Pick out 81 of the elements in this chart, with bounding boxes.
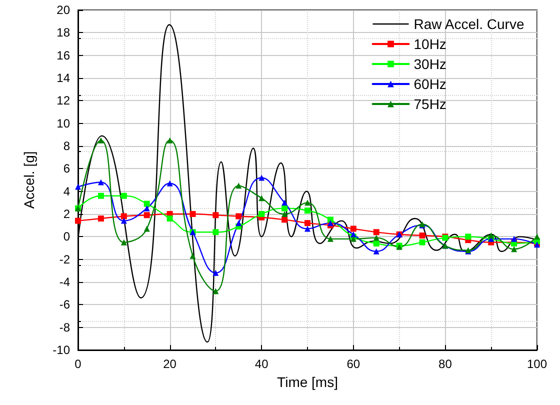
legend-label: Raw Accel. Curve bbox=[414, 16, 524, 32]
legend-label: 60Hz bbox=[414, 76, 446, 92]
point bbox=[465, 234, 472, 240]
point bbox=[190, 252, 196, 259]
point bbox=[75, 218, 81, 224]
y-tick-label: 12 bbox=[56, 94, 70, 108]
point bbox=[144, 212, 150, 218]
point bbox=[236, 213, 242, 220]
point bbox=[120, 192, 127, 199]
legend-label: 10Hz bbox=[414, 36, 446, 52]
point bbox=[144, 205, 150, 212]
point bbox=[350, 231, 356, 238]
point bbox=[98, 192, 104, 199]
y-tick-label: -2 bbox=[59, 252, 70, 266]
point bbox=[212, 229, 219, 236]
point bbox=[282, 205, 288, 212]
x-axis-title: Time [ms] bbox=[277, 374, 338, 390]
point bbox=[258, 174, 265, 181]
x-tick-label: 40 bbox=[254, 357, 269, 371]
y-axis-title: Accel. [g] bbox=[21, 151, 37, 209]
point bbox=[304, 226, 310, 232]
point bbox=[327, 216, 334, 223]
point bbox=[419, 232, 426, 239]
point bbox=[511, 236, 518, 242]
legend-label: 30Hz bbox=[414, 56, 446, 72]
point bbox=[236, 220, 242, 226]
point bbox=[212, 270, 219, 276]
point bbox=[373, 240, 380, 246]
y-tick-label: 14 bbox=[56, 71, 70, 85]
x-tick-label: 0 bbox=[74, 357, 82, 371]
point bbox=[327, 236, 334, 242]
point bbox=[304, 208, 310, 214]
point bbox=[144, 226, 150, 232]
x-tick-label: 20 bbox=[163, 357, 177, 371]
point bbox=[236, 182, 242, 189]
y-tick-label: 18 bbox=[56, 26, 70, 40]
y-tick-label: -8 bbox=[59, 320, 70, 334]
y-tick-label: 16 bbox=[56, 48, 70, 62]
point bbox=[166, 180, 173, 186]
point bbox=[120, 218, 127, 224]
x-tick-label: 60 bbox=[346, 357, 360, 371]
y-tick-label: 20 bbox=[56, 3, 70, 17]
point bbox=[304, 200, 310, 206]
point bbox=[120, 239, 127, 246]
x-tick-label: 80 bbox=[438, 357, 452, 371]
point bbox=[282, 211, 288, 217]
point bbox=[488, 232, 494, 239]
point bbox=[98, 137, 104, 144]
point bbox=[350, 226, 356, 232]
point bbox=[282, 200, 288, 206]
y-tick-label: -6 bbox=[59, 298, 70, 312]
point bbox=[534, 234, 540, 240]
point bbox=[373, 229, 380, 236]
point bbox=[98, 216, 104, 222]
y-tick-label: 10 bbox=[56, 116, 70, 130]
point bbox=[258, 195, 265, 202]
point bbox=[190, 211, 196, 217]
point bbox=[304, 220, 310, 226]
point bbox=[258, 211, 265, 217]
y-tick-label: -4 bbox=[59, 275, 70, 289]
point bbox=[212, 288, 219, 294]
point bbox=[282, 216, 288, 223]
y-tick-label: -10 bbox=[52, 343, 70, 357]
point bbox=[511, 246, 518, 252]
point bbox=[144, 200, 150, 207]
y-tick-label: 0 bbox=[63, 230, 70, 244]
y-tick-label: 4 bbox=[63, 184, 70, 198]
legend-label: 75Hz bbox=[414, 96, 446, 112]
point bbox=[166, 216, 173, 222]
point bbox=[98, 179, 104, 186]
y-tick-label: 6 bbox=[63, 162, 70, 176]
point bbox=[373, 248, 380, 254]
y-tick-label: 2 bbox=[63, 207, 70, 221]
point bbox=[212, 212, 219, 218]
point bbox=[75, 184, 81, 190]
y-tick-label: 8 bbox=[63, 139, 70, 153]
point bbox=[419, 239, 426, 246]
point bbox=[373, 234, 380, 241]
point bbox=[120, 213, 127, 220]
x-tick-label: 100 bbox=[526, 357, 548, 371]
point bbox=[166, 137, 173, 144]
